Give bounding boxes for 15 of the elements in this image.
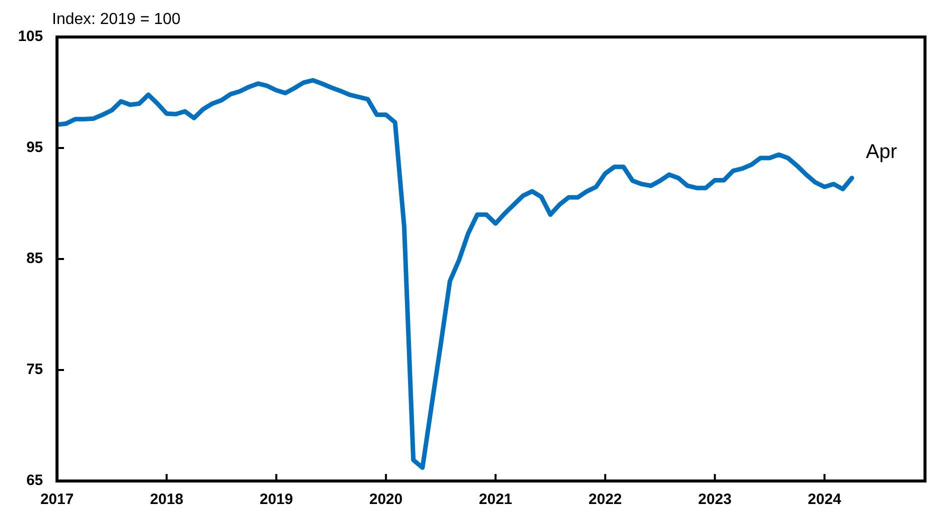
y-tick-label: 75 (26, 361, 43, 378)
y-tick-label: 65 (26, 472, 43, 490)
annotation: Apr (866, 140, 898, 163)
x-tick-label: 2017 (40, 491, 74, 508)
x-tick-label: 2019 (260, 491, 293, 508)
x-tick-label: 2020 (369, 491, 403, 508)
x-tick-label: 2022 (588, 491, 622, 508)
x-tick-label: 2024 (808, 491, 842, 508)
y-tick-label: 105 (18, 28, 43, 46)
x-tick-label: 2021 (478, 491, 512, 508)
x-tick-label: 2018 (150, 491, 184, 508)
y-tick-label: 85 (26, 250, 43, 268)
y-tick-label: 95 (26, 139, 43, 156)
x-tick-label: 2023 (698, 491, 732, 508)
y-axis-title: Index: 2019 = 100 (52, 11, 181, 28)
